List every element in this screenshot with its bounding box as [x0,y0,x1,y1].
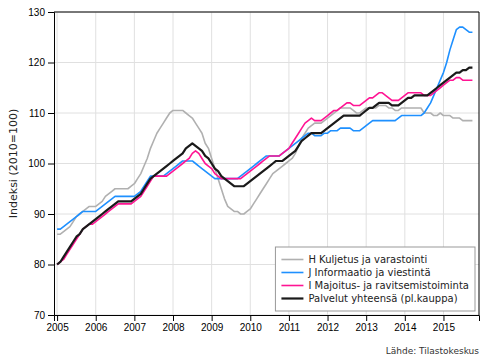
tick-label: 2009 [201,322,224,333]
grid-line [134,12,135,315]
tick-label: 2010 [240,322,263,333]
tick: 2008 [162,315,185,333]
tick: 90 [34,209,54,220]
legend-swatch [281,272,303,274]
legend-label: J Informaatio ja viestintä [307,267,430,278]
grid-line [54,113,479,114]
legend-box [275,247,475,311]
legend-label: I Majoitus- ja ravitsemistoiminta [308,280,469,291]
frame [54,12,479,13]
legend-swatch [281,297,303,299]
tick-mark [443,315,444,321]
tick-mark [405,315,406,321]
grid-line [250,12,251,315]
tick-mark [57,315,58,321]
tick-label: 70 [34,310,46,321]
tick-mark [48,12,54,13]
tick: 2006 [85,315,108,333]
tick-mark [328,315,329,321]
tick: 2014 [394,315,417,333]
tick-label: 2007 [124,322,147,333]
lines [57,27,472,264]
tick: 70 [34,310,54,321]
axis-line [55,316,480,322]
tick-label: 130 [28,7,45,18]
legend-label: H Kuljetus ja varastointi [308,254,427,265]
tick-mark [48,265,54,266]
tick-mark [250,315,251,321]
tick: 80 [34,259,54,270]
tick: 2010 [240,315,263,333]
legend-item: H Kuljetus ja varastointi [281,254,427,265]
tick-label: 2008 [162,322,185,333]
tick-label: 110 [29,108,45,119]
grid [54,12,479,315]
frame [479,12,480,315]
tick: 110 [29,108,54,119]
tick-label: 2015 [433,322,456,333]
legend-item: J Informaatio ja viestintä [281,267,430,278]
tick-mark [48,113,54,114]
tick-label: 2011 [279,322,301,333]
annotation: Lähde: Tilastokeskus [386,346,480,356]
tick-label: 2006 [85,322,108,333]
tick: 2007 [124,315,147,333]
grid-line [54,12,479,13]
axis-line [48,13,55,316]
tick: 100 [28,158,54,169]
y-axis-title: Indeksi (2010=100) [7,109,20,218]
tick-mark [212,315,213,321]
tick-mark [134,315,135,321]
tick-mark [96,315,97,321]
legend-item: I Majoitus- ja ravitsemistoiminta [281,280,469,291]
grid-line [54,62,479,63]
tick-label: 2012 [317,322,340,333]
x-axis: 2005 2006 2007 2008 2009 2010 2011 2012 2013 2014… [46,315,479,333]
plot-area: 2005 2006 2007 2008 2009 2010 2011 2012 2013 2014… [28,7,479,333]
chart: 2005 2006 2007 2008 2009 2010 2011 2012 2013 2014… [0,0,491,359]
tick: 2011 [279,315,301,333]
tick-mark [173,315,174,321]
tick-mark [48,214,54,215]
tick-mark [48,164,54,165]
grid-line [57,12,58,315]
grid-line [54,163,479,164]
grid-line [54,214,479,215]
tick: 2005 [46,315,69,333]
tick-label: 90 [34,209,46,220]
legend-swatch [281,285,303,287]
tick-mark [366,315,367,321]
tick: 2013 [356,315,379,333]
tick-label: 2005 [46,322,69,333]
tick: 2015 [433,315,456,333]
tick-label: 120 [28,57,45,68]
tick: 2009 [201,315,224,333]
tick-label: 100 [28,158,45,169]
legend-label: Palvelut yhteensä (pl.kauppa) [308,293,457,304]
legend-item: Palvelut yhteensä (pl.kauppa) [281,293,457,304]
tick-label: 2014 [394,322,417,333]
tick-mark [289,315,290,321]
tick-label: 2013 [356,322,379,333]
legend-swatch [281,259,303,261]
legend: H Kuljetus ja varastointi J Informaatio j… [275,247,475,311]
grid-line [95,12,96,315]
tick-mark [48,315,54,316]
tick-mark [48,63,54,64]
series-line [57,27,472,229]
series-line [57,68,472,265]
tick: 120 [28,57,54,68]
tick-label: 80 [34,259,46,270]
tick: 2012 [317,315,340,333]
y-axis: 70 80 90 100 110 120 130 [28,7,54,321]
tick: 130 [28,7,54,18]
grid-line [173,12,174,315]
